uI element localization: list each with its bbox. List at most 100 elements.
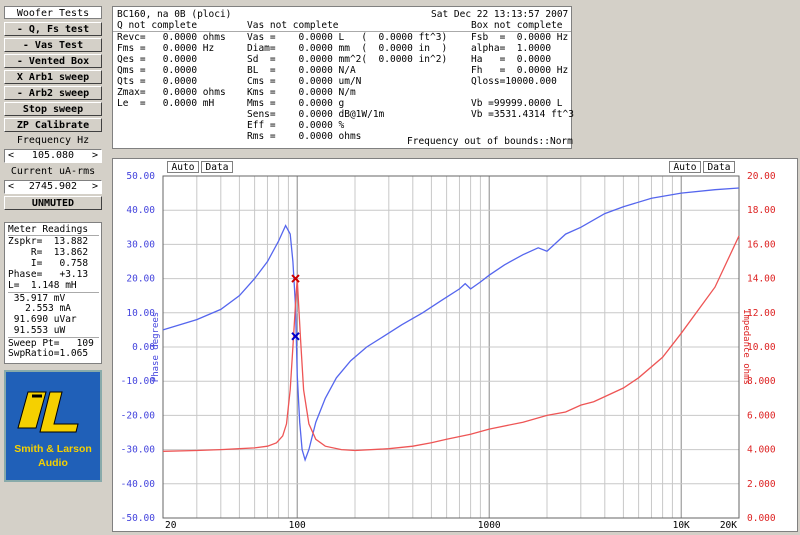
- vas-param-diam: Diam= 0.0000 mm ( 0.0000 in ): [247, 43, 448, 54]
- chart-panel: Auto Data Auto Data 50.00 40.00 30.00 20.00…: [112, 158, 798, 532]
- left-data-button[interactable]: Data: [201, 161, 233, 173]
- vas-test-button[interactable]: - Vas Test: [4, 38, 102, 52]
- stop-sweep-button[interactable]: Stop sweep: [4, 102, 102, 116]
- logo-line2: Audio: [38, 457, 68, 469]
- right-tick-label: 4.000: [747, 445, 776, 456]
- q-param-fms: Fms = 0.0000 Hz: [117, 43, 215, 54]
- impedance-marker: [291, 274, 300, 283]
- vas-param-vas: Vas = 0.0000 L ( 0.0000 ft^3): [247, 32, 448, 43]
- vas-param-sens: Sens= 0.0000 dB@1W/1m: [247, 109, 385, 120]
- vas-param-rms: Rms = 0.0000 ohms: [247, 131, 362, 142]
- box-param-vb-l: Vb =99999.0000 L: [471, 98, 563, 109]
- x-tick-label: 20K: [720, 520, 737, 531]
- meter-uw: 91.553 uW: [8, 325, 66, 336]
- q-fs-test-button[interactable]: - Q, Fs test: [4, 22, 102, 36]
- current-decrease-button[interactable]: <: [7, 181, 15, 192]
- meter-phase: Phase= +3.13: [8, 269, 89, 280]
- meter-i: I= 0.758: [8, 258, 89, 269]
- current-stepper[interactable]: < 2745.902 >: [4, 180, 102, 194]
- meter-ma: 2.553 mA: [8, 303, 71, 314]
- meter-zspkr: Zspkr= 13.882: [8, 236, 89, 247]
- meter-mv: 35.917 mV: [8, 292, 99, 304]
- right-tick-label: 20.00: [747, 171, 776, 182]
- meter-l: L= 1.148 mH: [8, 280, 77, 291]
- driver-header: BC160, na 0B (ploci): [117, 9, 232, 20]
- box-param-fsb: Fsb = 0.0000 Hz: [471, 32, 569, 43]
- right-tick-label: 2.000: [747, 479, 776, 490]
- right-tick-label: 10.00: [747, 342, 776, 353]
- frequency-decrease-button[interactable]: <: [7, 150, 15, 161]
- q-status: Q not complete: [117, 20, 198, 31]
- sl-logo-icon: Smith & Larson Audio: [6, 372, 100, 480]
- impedance-phase-chart: 50.00 40.00 30.00 20.00 10.00 0.00 -10.00 -20.0…: [121, 171, 776, 531]
- frequency-label: Frequency Hz: [16, 135, 90, 146]
- q-param-qms: Qms = 0.0000: [117, 65, 198, 76]
- left-tick-label: -40.00: [121, 479, 156, 490]
- vas-param-sd: Sd = 0.0000 mm^2( 0.0000 in^2): [247, 54, 448, 65]
- current-label: Current uA-rms: [10, 166, 96, 177]
- vas-param-mms: Mms = 0.0000 g: [247, 98, 345, 109]
- right-auto-button[interactable]: Auto: [669, 161, 701, 173]
- info-divider: [113, 31, 571, 32]
- smith-larson-logo: Smith & Larson Audio: [4, 370, 102, 482]
- datetime: Sat Dec 22 13:13:57 2007: [431, 9, 569, 20]
- current-increase-button[interactable]: >: [91, 181, 99, 192]
- right-axis-label: Impedance ohms: [741, 309, 751, 385]
- frequency-stepper[interactable]: < 105.080 >: [4, 149, 102, 163]
- x-tick-label: 1000: [478, 520, 501, 531]
- right-tick-label: 14.00: [747, 274, 776, 285]
- left-auto-button[interactable]: Auto: [167, 161, 199, 173]
- woofer-tests-title: Woofer Tests: [4, 6, 102, 19]
- plot-border: [162, 175, 740, 519]
- meter-sweep-ratio: SwpRatio=1.065: [8, 348, 89, 359]
- meter-title: Meter Readings: [8, 224, 99, 236]
- box-status: Box not complete: [471, 20, 563, 31]
- right-tick-label: 0.000: [747, 513, 776, 524]
- q-param-qes: Qes = 0.0000: [117, 54, 198, 65]
- left-tick-label: -10.00: [121, 376, 156, 387]
- x-tick-label: 100: [289, 520, 306, 531]
- arb2-sweep-button[interactable]: - Arb2 sweep: [4, 86, 102, 100]
- meter-sweep-pt: Sweep Pt= 109: [8, 337, 99, 349]
- vas-param-eff: Eff = 0.0000 %: [247, 120, 345, 131]
- x-tick-label: 10K: [673, 520, 690, 531]
- left-tick-label: -30.00: [121, 445, 156, 456]
- right-data-button[interactable]: Data: [703, 161, 735, 173]
- left-tick-label: -50.00: [121, 513, 156, 524]
- current-value: 2745.902: [28, 181, 78, 192]
- right-tick-label: 12.00: [747, 308, 776, 319]
- box-param-qloss: Qloss=10000.000: [471, 76, 557, 87]
- left-tick-label: 30.00: [126, 239, 155, 250]
- mute-toggle-button[interactable]: UNMUTED: [4, 196, 102, 210]
- phase-marker: [291, 332, 300, 341]
- results-info-panel: BC160, na 0B (ploci) Sat Dec 22 13:13:57…: [112, 6, 574, 149]
- meter-uvar: 91.690 uVar: [8, 314, 77, 325]
- left-tick-label: 50.00: [126, 171, 155, 182]
- vas-param-bl: BL = 0.0000 N/A: [247, 65, 356, 76]
- box-param-alpha: alpha= 1.0000: [471, 43, 552, 54]
- left-tick-label: 20.00: [126, 274, 155, 285]
- left-tick-label: 0.00: [132, 342, 155, 353]
- q-param-qts: Qts = 0.0000: [117, 76, 198, 87]
- frequency-bounds-message: Frequency out of bounds::Norm: [407, 136, 573, 147]
- left-sidebar: Woofer Tests - Q, Fs test - Vas Test - V…: [0, 0, 106, 535]
- right-tick-label: 8.000: [747, 376, 776, 387]
- x-tick-label: 20: [165, 520, 177, 531]
- frequency-increase-button[interactable]: >: [91, 150, 99, 161]
- vas-status: Vas not complete: [247, 20, 339, 31]
- arb1-sweep-button[interactable]: X Arb1 sweep: [4, 70, 102, 84]
- impedance-series-line: [162, 235, 740, 452]
- vented-box-button[interactable]: - Vented Box: [4, 54, 102, 68]
- right-tick-label: 6.000: [747, 410, 776, 421]
- left-axis-label: Phase degrees: [151, 312, 161, 382]
- left-tick-label: 40.00: [126, 205, 155, 216]
- right-tick-label: 18.00: [747, 205, 776, 216]
- q-param-revc: Revc= 0.0000 ohms: [117, 32, 226, 43]
- zp-calibrate-button[interactable]: ZP Calibrate: [4, 118, 102, 132]
- frequency-value: 105.080: [31, 150, 75, 161]
- box-param-fh: Fh = 0.0000 Hz: [471, 65, 569, 76]
- meter-r: R= 13.862: [8, 247, 89, 258]
- box-param-ha: Ha = 0.0000: [471, 54, 552, 65]
- q-param-le: Le = 0.0000 mH: [117, 98, 215, 109]
- box-param-vb-ft3: Vb =3531.4314 ft^3: [471, 109, 574, 120]
